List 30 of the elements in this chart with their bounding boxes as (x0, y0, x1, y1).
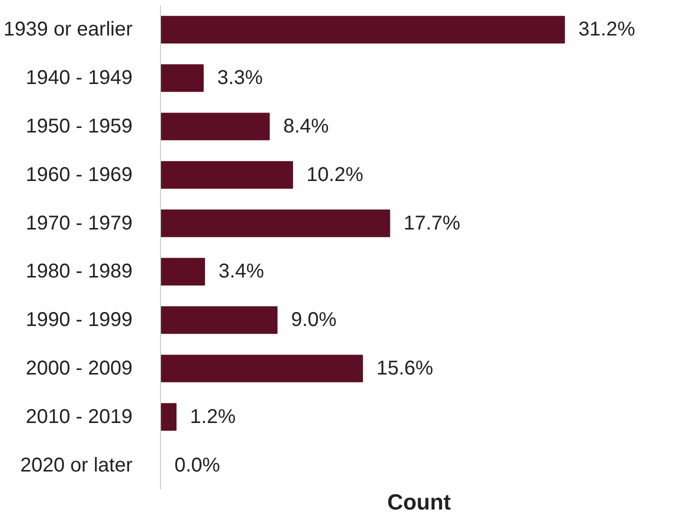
data-label: 0.0% (174, 454, 220, 476)
y-tick-label: 1990 - 1999 (26, 309, 133, 332)
bar (160, 403, 177, 431)
data-label: 8.4% (283, 116, 330, 138)
y-tick-label: 1950 - 1959 (26, 116, 133, 138)
data-label: 3.4% (218, 260, 264, 283)
bar (160, 354, 363, 382)
bar (160, 112, 270, 140)
data-label: 15.6% (376, 358, 434, 380)
data-label: 17.7% (404, 212, 461, 234)
y-tick-label: 2000 - 2009 (26, 358, 133, 380)
data-label: 3.3% (217, 67, 264, 90)
bar (160, 306, 278, 334)
data-label: 9.0% (291, 309, 337, 332)
y-tick-label: 1980 - 1989 (26, 260, 133, 283)
y-tick-label: 1970 - 1979 (26, 212, 133, 234)
data-label: 10.2% (306, 164, 364, 186)
bar (160, 16, 565, 44)
bar (160, 161, 294, 189)
bar (160, 64, 204, 92)
y-tick-label: 2020 or later (20, 454, 133, 476)
y-tick-label: 1940 - 1949 (26, 67, 133, 90)
y-tick-label: 1939 or earlier (4, 18, 133, 41)
x-axis-title: Count (387, 490, 452, 514)
bar (160, 258, 206, 286)
bar (160, 209, 390, 238)
data-label: 1.2% (190, 406, 236, 428)
y-tick-label: 2010 - 2019 (26, 406, 133, 428)
y-tick-label: 1960 - 1969 (26, 164, 133, 186)
data-label: 31.2% (578, 18, 636, 41)
